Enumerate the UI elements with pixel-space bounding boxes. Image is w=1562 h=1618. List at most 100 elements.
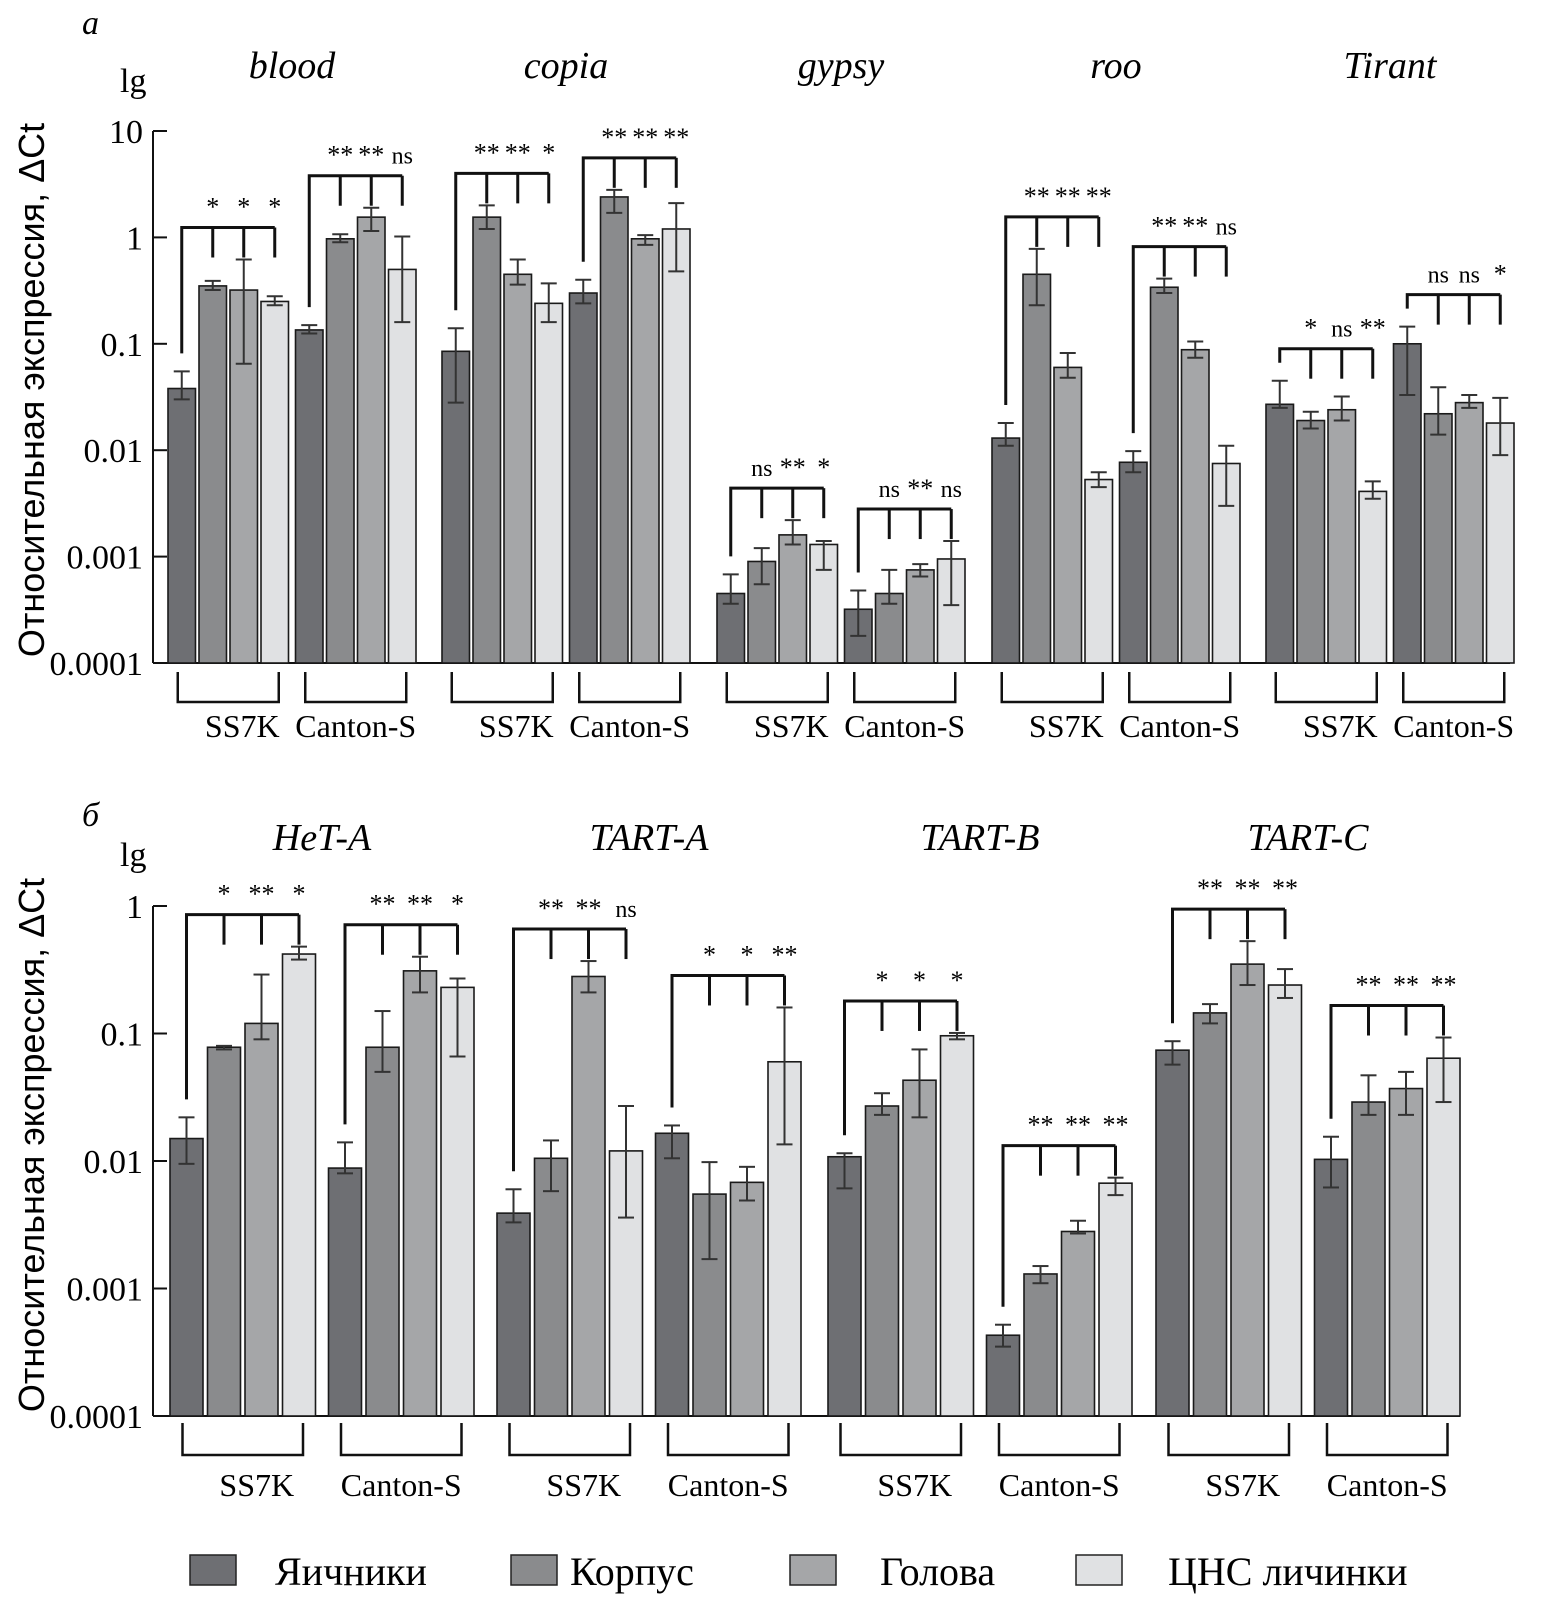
bar [281, 953, 317, 1417]
significance-bracket [1131, 245, 1227, 434]
significance-label: ** [505, 138, 531, 167]
significance-label: * [1304, 314, 1317, 343]
significance-label: ** [370, 890, 396, 919]
bar [568, 292, 598, 664]
bar [874, 592, 904, 664]
strain-label: Canton-S [668, 1467, 789, 1503]
bar [1351, 1101, 1386, 1417]
significance-label: * [268, 192, 281, 221]
strain-label: SS7K [546, 1467, 621, 1503]
bar [1180, 348, 1210, 664]
significance-label: ** [538, 894, 564, 923]
strain-label: SS7K [754, 708, 829, 744]
significance-label: * [237, 192, 250, 221]
legend-label-larval-cns: ЦНС личинки [1168, 1549, 1408, 1594]
significance-bracket [729, 486, 824, 557]
bar [1155, 1049, 1190, 1417]
strain-label: Canton-S [1393, 708, 1514, 744]
significance-label: ** [327, 141, 353, 170]
strain-bracket [853, 672, 957, 704]
legend-swatch-larval-cns [1075, 1554, 1123, 1586]
bar [729, 1181, 765, 1417]
significance-label: ** [907, 474, 933, 503]
panel-label-a: а [82, 5, 99, 42]
bar [244, 1022, 279, 1417]
significance-label: ** [601, 123, 627, 152]
bar [294, 329, 324, 664]
strain-bracket [725, 672, 829, 704]
significance-label: ns [1216, 215, 1237, 241]
significance-label: ns [1331, 317, 1352, 343]
significance-label: ns [615, 897, 636, 923]
bar [778, 534, 808, 664]
significance-label: ns [1428, 263, 1449, 289]
bar [1230, 963, 1265, 1417]
bar [1022, 273, 1052, 664]
y-axis-title-a: Относительная экспрессия, ΔCt [11, 123, 52, 657]
bar [1327, 408, 1357, 664]
significance-label: ** [407, 890, 433, 919]
bar [864, 1105, 900, 1417]
gene-label: Tirant [1344, 45, 1438, 87]
significance-label: * [703, 940, 716, 969]
significance-label: * [913, 966, 926, 995]
strain-bracket [578, 672, 682, 704]
bar [325, 238, 355, 664]
y-tick-label: 0.01 [84, 1144, 144, 1181]
bar [1296, 419, 1326, 664]
strain-label: Canton-S [569, 708, 690, 744]
bar [365, 1046, 400, 1417]
significance-label: ** [1235, 874, 1261, 903]
strain-bracket [339, 1423, 463, 1457]
bar [985, 1334, 1021, 1417]
strain-bracket [181, 1423, 305, 1457]
bar [905, 569, 935, 664]
bar [1426, 1057, 1461, 1417]
significance-bracket [454, 171, 549, 311]
significance-bracket [581, 156, 677, 262]
bar [229, 289, 259, 664]
bar [654, 1132, 690, 1417]
strain-label: SS7K [1029, 708, 1104, 744]
strain-label: Canton-S [844, 708, 965, 744]
bar [169, 1137, 204, 1417]
bar [327, 1167, 363, 1417]
bar [599, 196, 629, 664]
bar [1060, 1230, 1096, 1417]
y-tick-label: 0.001 [67, 1272, 144, 1309]
bar [1388, 1087, 1424, 1417]
significance-label: ** [1393, 971, 1419, 1000]
strain-bracket [1402, 672, 1506, 704]
bar [1098, 1182, 1133, 1417]
strain-label: Canton-S [1327, 1467, 1448, 1503]
strain-label: SS7K [877, 1467, 952, 1503]
bar [1423, 412, 1453, 664]
significance-label: ** [663, 123, 689, 152]
significance-label: ** [1028, 1111, 1054, 1140]
significance-label: ** [780, 453, 806, 482]
significance-label: * [817, 453, 830, 482]
legend-label-head: Голова [880, 1549, 995, 1594]
strain-bracket [304, 672, 408, 704]
significance-label: ** [576, 894, 602, 923]
significance-label: ** [1024, 182, 1050, 211]
significance-bracket [343, 923, 458, 1125]
bar [1358, 490, 1388, 664]
significance-label: ns [392, 144, 413, 170]
bar [571, 975, 606, 1417]
bar [991, 437, 1021, 664]
y-tick-label: 0.0001 [50, 646, 144, 683]
bar [356, 216, 386, 664]
significance-label: ns [879, 477, 900, 503]
strain-bracket [997, 1423, 1121, 1457]
significance-label: * [1494, 260, 1507, 289]
gene-label: HeT-A [272, 817, 372, 859]
significance-label: * [218, 880, 231, 909]
strain-label: Canton-S [341, 1467, 462, 1503]
y-axis-prefix-a: lg [120, 63, 146, 100]
y-tick-label: 0.1 [101, 327, 144, 364]
gene-label: copia [524, 45, 608, 87]
strain-label: SS7K [1205, 1467, 1280, 1503]
